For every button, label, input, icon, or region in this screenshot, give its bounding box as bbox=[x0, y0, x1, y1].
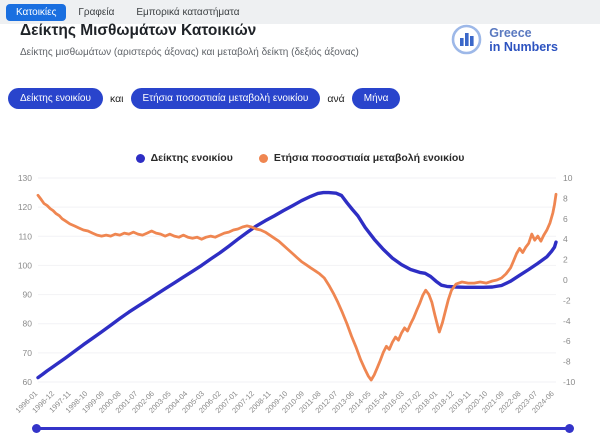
metric1-button[interactable]: Δείκτης ενοικίου bbox=[8, 88, 103, 109]
bar-chart-logo-icon bbox=[451, 24, 482, 55]
right-axis-tick-label: 6 bbox=[563, 214, 568, 224]
right-axis-tick-label: -4 bbox=[563, 316, 571, 326]
left-axis-tick-label: 60 bbox=[23, 377, 33, 387]
right-axis-tick-label: -6 bbox=[563, 336, 571, 346]
legend-label-yoy-change: Ετήσια ποσοστιαία μεταβολή ενοικίου bbox=[273, 152, 465, 164]
page-title: Δείκτης Μισθωμάτων Κατοικιών bbox=[20, 22, 257, 39]
right-axis-tick-label: -2 bbox=[563, 295, 571, 305]
right-axis-tick-label: 10 bbox=[563, 173, 573, 183]
legend-item-yoy-change[interactable]: Ετήσια ποσοστιαία μεταβολή ενοικίου bbox=[258, 152, 465, 164]
series-line-index bbox=[36, 190, 558, 380]
left-axis-tick-label: 90 bbox=[23, 290, 33, 300]
right-axis-tick-label: 2 bbox=[563, 255, 568, 265]
left-axis-tick-label: 110 bbox=[18, 231, 32, 241]
logo-text: Greece in Numbers bbox=[489, 26, 558, 54]
chart-legend: Δείκτης ενοικίου Ετήσια ποσοστιαία μεταβ… bbox=[0, 152, 600, 164]
page-header: Δείκτης Μισθωμάτων Κατοικιών Δείκτης μισ… bbox=[20, 22, 420, 58]
slider-handle-left[interactable] bbox=[32, 423, 41, 433]
period-button[interactable]: Μήνα bbox=[351, 88, 401, 109]
series-line-yoy-change bbox=[36, 192, 558, 382]
site-logo[interactable]: Greece in Numbers bbox=[451, 24, 558, 55]
logo-text-line1: Greece bbox=[489, 25, 532, 40]
left-axis-tick-label: 100 bbox=[18, 260, 32, 270]
left-axis-tick-label: 80 bbox=[23, 319, 33, 329]
conjunction-text: και bbox=[109, 92, 124, 105]
per-text: ανά bbox=[327, 92, 345, 105]
legend-label-index: Δείκτης ενοικίου bbox=[150, 152, 233, 164]
metric-controls: Δείκτης ενοικίου και Ετήσια ποσοστιαία μ… bbox=[8, 88, 401, 109]
slider-track[interactable] bbox=[34, 427, 572, 430]
right-axis-tick-label: 8 bbox=[563, 193, 568, 203]
left-axis-tick-label: 120 bbox=[18, 202, 32, 212]
tab-bar: Κατοικίες Γραφεία Εμπορικά καταστήματα bbox=[0, 0, 600, 24]
tab-emporika-katastimata[interactable]: Εμπορικά καταστήματα bbox=[136, 6, 240, 18]
page-subtitle: Δείκτης μισθωμάτων (αριστερός άξονας) κα… bbox=[20, 47, 359, 58]
legend-dot-orange bbox=[258, 153, 268, 163]
left-axis-tick-label: 130 bbox=[18, 173, 32, 183]
right-axis-tick-label: 4 bbox=[563, 234, 568, 244]
logo-text-line2: in Numbers bbox=[489, 39, 558, 54]
right-axis-tick-label: -10 bbox=[563, 377, 576, 387]
right-axis-tick-label: -8 bbox=[563, 357, 571, 367]
legend-item-index[interactable]: Δείκτης ενοικίου bbox=[135, 152, 233, 164]
left-axis-tick-label: 70 bbox=[23, 348, 33, 358]
range-slider[interactable] bbox=[32, 422, 574, 435]
right-axis-tick-label: 0 bbox=[563, 275, 568, 285]
tab-katoikies[interactable]: Κατοικίες bbox=[6, 3, 67, 21]
metric2-button[interactable]: Ετήσια ποσοστιαία μεταβολή ενοικίου bbox=[130, 88, 321, 109]
tab-grafeia[interactable]: Γραφεία bbox=[78, 6, 115, 18]
chart-svg[interactable]: 130120110100908070601086420-2-4-6-8-1019… bbox=[0, 168, 600, 426]
slider-handle-right[interactable] bbox=[565, 423, 574, 433]
legend-dot-blue bbox=[135, 153, 145, 163]
